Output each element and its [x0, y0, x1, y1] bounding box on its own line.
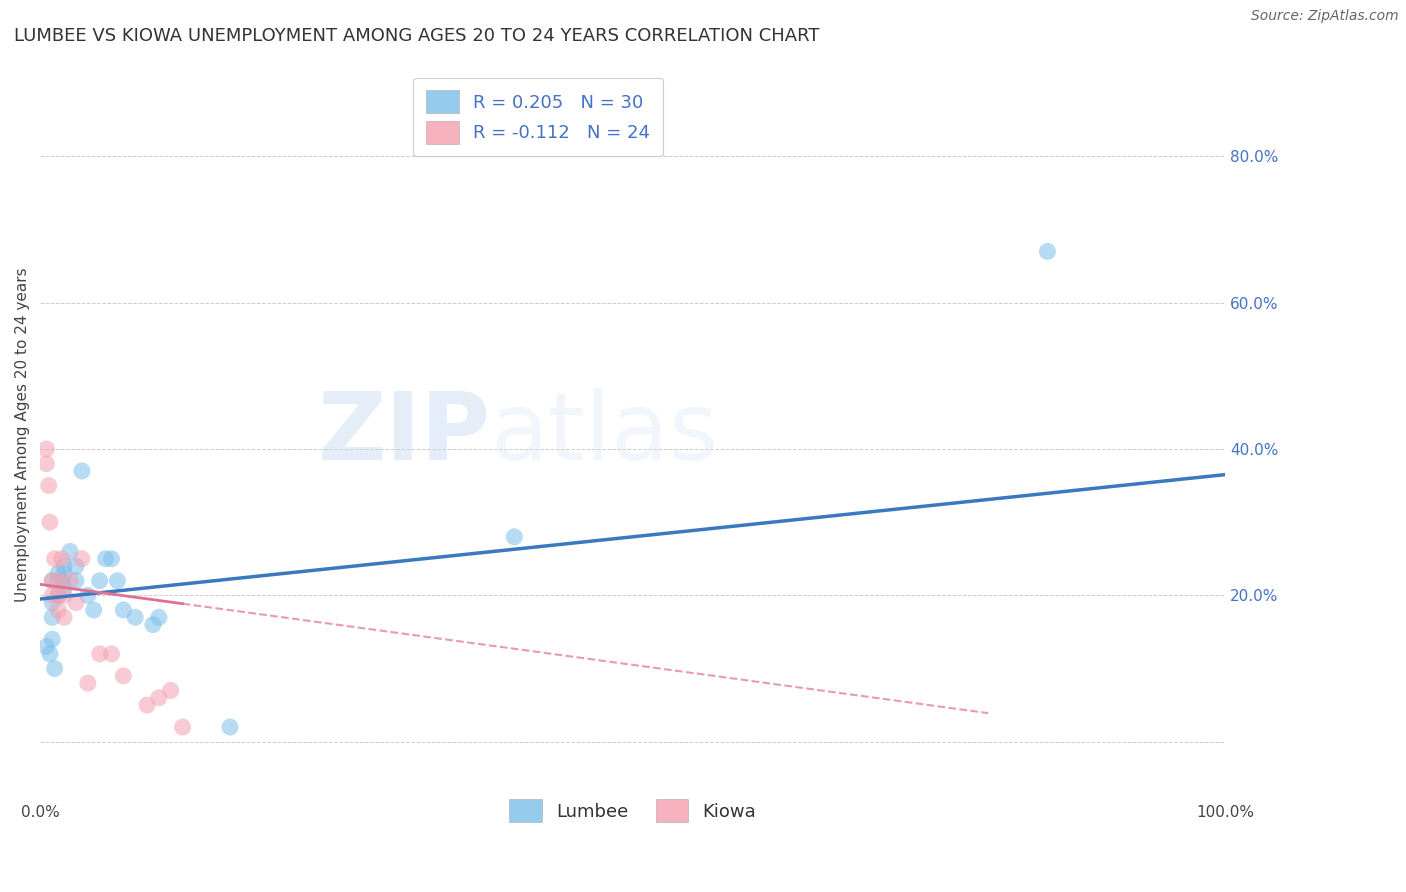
Text: Source: ZipAtlas.com: Source: ZipAtlas.com	[1251, 9, 1399, 23]
Point	[35, 442, 58, 456]
Point	[1036, 244, 1059, 259]
Text: LUMBEE VS KIOWA UNEMPLOYMENT AMONG AGES 20 TO 24 YEARS CORRELATION CHART: LUMBEE VS KIOWA UNEMPLOYMENT AMONG AGES …	[14, 27, 820, 45]
Legend: Lumbee, Kiowa: Lumbee, Kiowa	[496, 787, 769, 835]
Point	[46, 588, 69, 602]
Point	[219, 720, 242, 734]
Point	[41, 588, 63, 602]
Point	[35, 640, 58, 654]
Y-axis label: Unemployment Among Ages 20 to 24 years: Unemployment Among Ages 20 to 24 years	[15, 267, 30, 602]
Point	[59, 544, 82, 558]
Point	[76, 676, 98, 690]
Point	[51, 574, 73, 588]
Point	[41, 574, 63, 588]
Point	[59, 574, 82, 588]
Point	[35, 457, 58, 471]
Point	[503, 530, 526, 544]
Point	[89, 574, 111, 588]
Point	[65, 559, 87, 574]
Point	[89, 647, 111, 661]
Point	[112, 669, 135, 683]
Point	[172, 720, 194, 734]
Point	[76, 588, 98, 602]
Text: ZIP: ZIP	[318, 388, 491, 481]
Point	[53, 610, 76, 624]
Point	[44, 661, 66, 675]
Point	[51, 551, 73, 566]
Point	[70, 551, 93, 566]
Point	[65, 574, 87, 588]
Point	[112, 603, 135, 617]
Point	[94, 551, 117, 566]
Point	[148, 610, 170, 624]
Point	[41, 596, 63, 610]
Point	[136, 698, 159, 712]
Point	[46, 574, 69, 588]
Point	[70, 464, 93, 478]
Point	[41, 610, 63, 624]
Point	[159, 683, 181, 698]
Point	[148, 690, 170, 705]
Point	[53, 559, 76, 574]
Point	[38, 515, 60, 529]
Text: atlas: atlas	[491, 388, 718, 481]
Point	[83, 603, 105, 617]
Point	[142, 617, 165, 632]
Point	[44, 551, 66, 566]
Point	[46, 588, 69, 602]
Point	[41, 574, 63, 588]
Point	[41, 632, 63, 647]
Point	[65, 596, 87, 610]
Point	[100, 551, 122, 566]
Point	[46, 566, 69, 581]
Point	[53, 566, 76, 581]
Point	[124, 610, 146, 624]
Point	[107, 574, 129, 588]
Point	[38, 478, 60, 492]
Point	[100, 647, 122, 661]
Point	[53, 581, 76, 595]
Point	[46, 603, 69, 617]
Point	[38, 647, 60, 661]
Point	[53, 588, 76, 602]
